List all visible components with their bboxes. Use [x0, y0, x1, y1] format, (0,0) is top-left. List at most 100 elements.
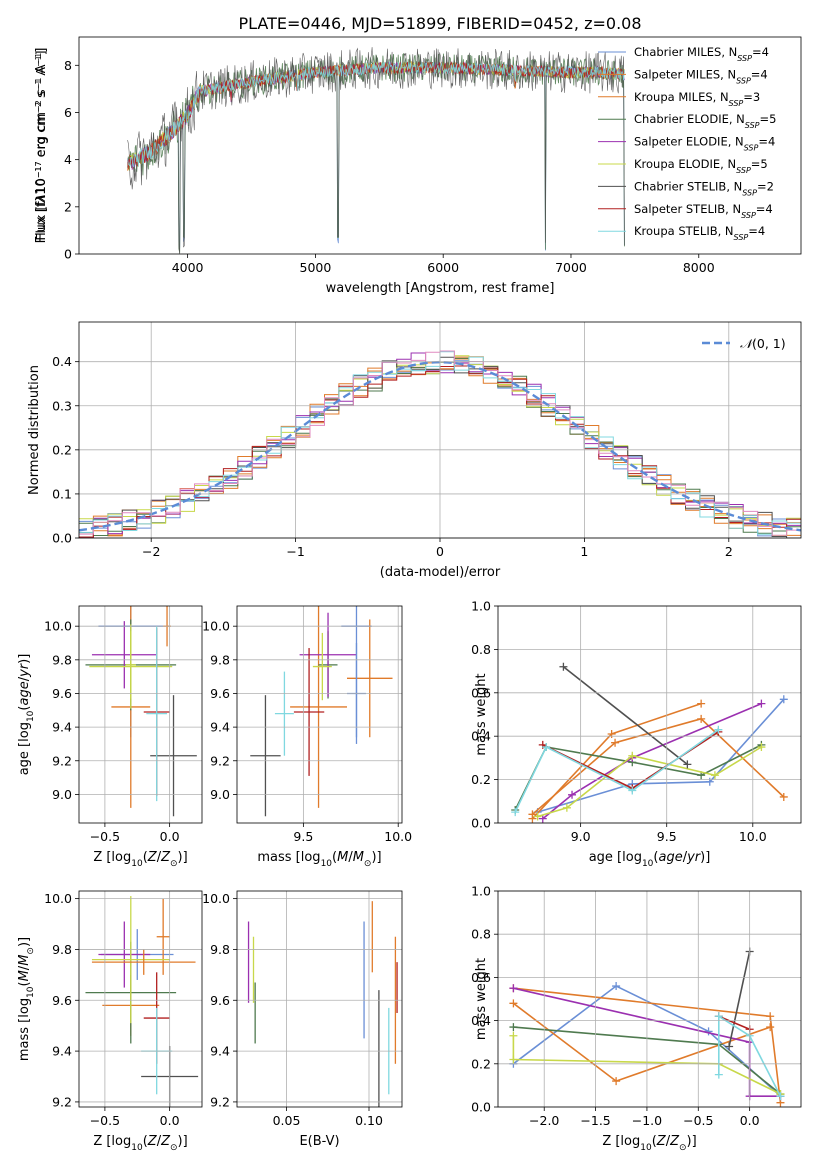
y-axis-label: Flux [fλ10−17 erg cm−2 s−1 A−1]: [33, 50, 48, 240]
y-axis-label: mass weight: [474, 673, 489, 755]
spectrum-line-8: [127, 60, 625, 168]
axes-frame: [497, 890, 802, 1108]
y-tick-label: 0.0: [471, 816, 491, 831]
weight-marker: [779, 792, 788, 801]
weight-line-6: [728, 951, 751, 1047]
spectrum-line-3: [127, 52, 625, 253]
axes-frame: [78, 36, 802, 255]
weight-marker: [509, 1023, 518, 1032]
weight-line-6: [562, 666, 688, 766]
y-tick-label: 9.0: [52, 787, 72, 802]
legend-label: Salpeter STELIB, NSSP=4: [634, 202, 773, 220]
legend-label: Kroupa MILES, NSSP=3: [634, 90, 760, 108]
weight-marker: [562, 803, 571, 812]
spectrum-plot-area: [127, 47, 625, 254]
weight-marker: [542, 743, 551, 752]
y-tick-label: 9.8: [210, 652, 230, 667]
mass_vs_ebv-axes: 0.05 0.10 9.2 9.4 9.6 9.8 10.0 E(B-V): [202, 890, 403, 1149]
x-tick-label: −0.5: [90, 829, 120, 844]
weight-marker: [607, 730, 616, 739]
x-tick-label: −0.5: [683, 1113, 713, 1128]
y-axis-label: mass [log10(M/M⊙)]: [17, 937, 36, 1061]
legend-label: Kroupa ELODIE, NSSP=5: [634, 157, 768, 175]
weight-marker: [725, 1042, 734, 1051]
y-tick-label: 0.6: [471, 685, 491, 700]
y-tick-label: 10.0: [202, 891, 230, 906]
weight-marker: [766, 1023, 775, 1032]
y-tick-label: 9.2: [210, 1094, 230, 1109]
legend-label: Chabrier STELIB, NSSP=2: [634, 179, 774, 197]
spectrum-line-6: [127, 47, 625, 254]
weight-marker: [757, 743, 766, 752]
axes-frame: [78, 605, 203, 824]
x-tick-label: −1.5: [580, 1113, 610, 1128]
weight-marker: [710, 771, 719, 780]
axes-frame: [236, 605, 403, 824]
y-tick-label: 9.2: [52, 1094, 72, 1109]
y-tick-label: 4: [64, 152, 72, 167]
y-tick-label: 0.0: [52, 531, 72, 546]
y-tick-label: 9.4: [210, 1044, 230, 1059]
x-axis-label: Z [log10(Z/Z⊙)]: [602, 1134, 696, 1153]
weight-marker: [714, 1012, 723, 1021]
x-tick-label: −2.0: [529, 1113, 559, 1128]
weight-marker: [612, 982, 621, 991]
x-tick-label: 10.0: [739, 829, 767, 844]
x-axis-label: Z [log10(Z/Z⊙)]: [93, 850, 187, 869]
axes-frame: [497, 605, 802, 824]
weight-line-0: [537, 698, 785, 813]
weight-marker: [705, 777, 714, 786]
x-tick-label: 0.05: [273, 1113, 301, 1128]
y-tick-label: 10.0: [44, 619, 72, 634]
weight-marker: [511, 808, 520, 817]
legend-label: Salpeter ELODIE, NSSP=4: [634, 135, 775, 153]
x-tick-label: 0.0: [160, 829, 180, 844]
mass_vs_Z-axes: −0.5 0.0 9.2 9.4 9.6 9.8 10.0 Z [log10(Z/Z⊙)] ma…: [17, 890, 203, 1153]
x-tick-label: 4000: [172, 260, 204, 275]
weight-marker: [714, 725, 723, 734]
x-tick-label: −2: [142, 544, 160, 559]
axes-frame: [78, 321, 802, 539]
spectrum-legend: Chabrier MILES, NSSP=4 Salpeter MILES, NS…: [598, 45, 776, 242]
y-tick-label: 8: [64, 58, 72, 73]
age_vs_mass-plot-area: [250, 606, 393, 817]
weight-marker: [766, 1012, 775, 1021]
axes-frame: [78, 890, 203, 1108]
y-tick-label: 0.3: [52, 398, 72, 413]
y-tick-label: 9.4: [52, 720, 72, 735]
weight-marker: [776, 1092, 785, 1101]
weight-marker: [683, 760, 692, 769]
y-tick-label: 1.0: [471, 884, 491, 899]
y-axis-label: Normed distribution: [27, 365, 42, 495]
x-tick-label: −1: [286, 544, 304, 559]
y-tick-label: 9.2: [52, 753, 72, 768]
weight-marker: [628, 751, 637, 760]
y-tick-label: 9.8: [52, 942, 72, 957]
weight-marker: [714, 1070, 723, 1079]
weight-line-8: [718, 1014, 782, 1097]
x-tick-label: 7000: [555, 260, 587, 275]
x-axis-label: E(B-V): [299, 1134, 339, 1149]
x-axis-label: mass [log10(M/M⊙)]: [257, 850, 381, 869]
weight-line-7: [718, 1015, 750, 1030]
y-tick-label: 9.6: [210, 686, 230, 701]
weight-marker: [757, 699, 766, 708]
weight-line-4: [542, 702, 762, 820]
weight-marker: [697, 714, 706, 723]
x-tick-label: 2: [725, 544, 733, 559]
spectrum-axes: 4000 5000 6000 7000 8000 0 2 4 6 8 wavelength [Ang…: [33, 36, 802, 296]
y-tick-label: 0.2: [471, 772, 491, 787]
plot-layer: 4000 5000 6000 7000 8000 0 2 4 6 8 wavelength [Ang…: [17, 36, 802, 1153]
mass_vs_ebv-plot-area: [247, 901, 398, 1107]
weight-marker: [509, 999, 518, 1008]
y-tick-label: 9.6: [210, 993, 230, 1008]
y-tick-label: 9.2: [210, 753, 230, 768]
y-axis-label: Flux [fλ10−17 erg cm−2 s−1 A−1]: [34, 48, 50, 244]
weight_vs_Z-axes: −2.0 −1.5 −1.0 −0.5 0.0 0.0 0.2 0.4 0.6 0.8 1.0 Z […: [471, 884, 802, 1153]
y-tick-label: 0: [64, 247, 72, 262]
x-tick-label: 9.0: [571, 829, 591, 844]
weight-marker: [528, 810, 537, 819]
mass_vs_Z-plot-area: [85, 896, 199, 1107]
age_vs_Z-axes: −0.5 0.0 9.0 9.2 9.4 9.6 9.8 10.0 Z [log10(Z/Z⊙)…: [17, 605, 203, 869]
